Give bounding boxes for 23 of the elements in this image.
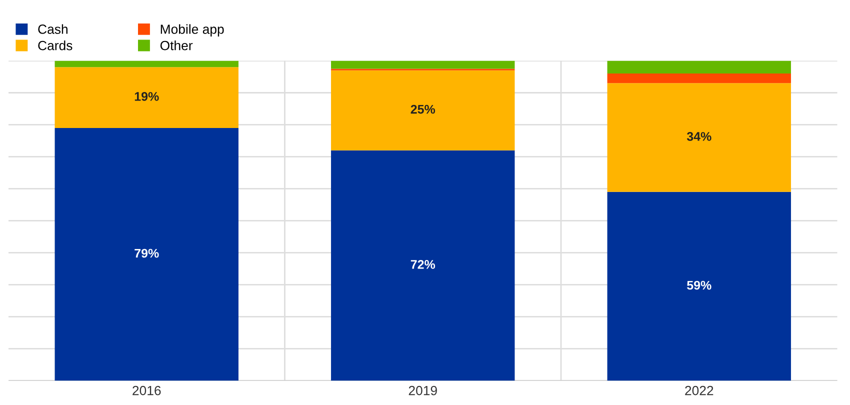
bar (331, 60, 515, 69)
x-tick-label: 2019 (408, 386, 437, 396)
bar (54, 67, 238, 128)
data-label: 59% (687, 280, 712, 290)
legend-label: Mobile app (160, 24, 224, 37)
bar (54, 128, 238, 381)
bar (607, 192, 791, 381)
x-tick-label: 2022 (685, 386, 714, 396)
legend-label: Other (160, 40, 193, 50)
data-label: 79% (134, 248, 159, 258)
x-tick-label: 2016 (132, 386, 161, 396)
bar (54, 60, 238, 68)
bar (331, 70, 515, 150)
bar (331, 150, 515, 381)
legend-label: Cash (38, 24, 68, 34)
data-label: 19% (134, 92, 159, 101)
data-label: 25% (410, 104, 436, 114)
data-label: 72% (410, 260, 436, 269)
data-label: 34% (686, 132, 712, 141)
bar (607, 83, 791, 192)
bar (607, 74, 791, 84)
bar (607, 60, 791, 74)
legend-label: Cards (38, 40, 72, 50)
